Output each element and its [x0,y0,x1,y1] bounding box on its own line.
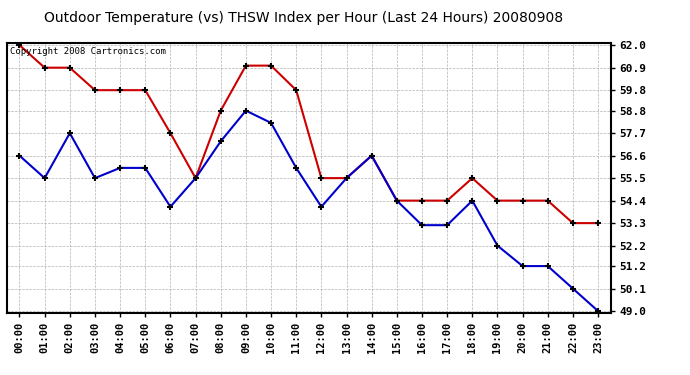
Text: Outdoor Temperature (vs) THSW Index per Hour (Last 24 Hours) 20080908: Outdoor Temperature (vs) THSW Index per … [44,11,563,25]
Text: Copyright 2008 Cartronics.com: Copyright 2008 Cartronics.com [10,47,166,56]
